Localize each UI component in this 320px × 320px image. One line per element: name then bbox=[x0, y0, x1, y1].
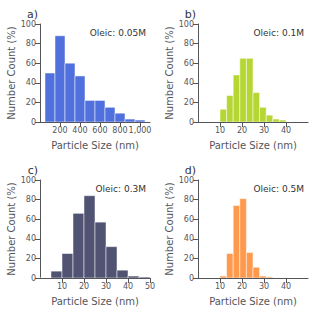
svg-text:40: 40 bbox=[281, 282, 291, 291]
svg-text:0: 0 bbox=[189, 274, 194, 283]
svg-text:800: 800 bbox=[112, 126, 127, 135]
svg-text:80: 80 bbox=[26, 39, 36, 48]
svg-text:10: 10 bbox=[57, 282, 67, 291]
svg-text:20: 20 bbox=[26, 98, 36, 107]
svg-text:40: 40 bbox=[26, 234, 36, 243]
svg-text:80: 80 bbox=[184, 195, 194, 204]
svg-text:c): c) bbox=[27, 164, 38, 177]
svg-text:20: 20 bbox=[237, 126, 247, 135]
svg-text:20: 20 bbox=[79, 282, 89, 291]
svg-text:0: 0 bbox=[31, 118, 36, 127]
svg-text:Number Count (%): Number Count (%) bbox=[6, 182, 17, 276]
svg-text:80: 80 bbox=[26, 195, 36, 204]
svg-text:30: 30 bbox=[101, 282, 111, 291]
svg-text:40: 40 bbox=[281, 126, 291, 135]
svg-text:10: 10 bbox=[215, 282, 225, 291]
svg-text:100: 100 bbox=[21, 20, 36, 29]
svg-text:20: 20 bbox=[237, 282, 247, 291]
svg-text:60: 60 bbox=[184, 59, 194, 68]
svg-text:100: 100 bbox=[179, 176, 194, 185]
svg-text:Particle Size (nm): Particle Size (nm) bbox=[51, 140, 139, 151]
svg-text:1,000: 1,000 bbox=[129, 126, 152, 135]
svg-text:Oleic: 0.3M: Oleic: 0.3M bbox=[95, 184, 146, 194]
svg-text:Number Count (%): Number Count (%) bbox=[164, 182, 175, 276]
svg-text:60: 60 bbox=[26, 59, 36, 68]
svg-text:100: 100 bbox=[21, 176, 36, 185]
svg-text:60: 60 bbox=[184, 215, 194, 224]
svg-text:40: 40 bbox=[184, 78, 194, 87]
svg-text:Oleic: 0.5M: Oleic: 0.5M bbox=[253, 184, 304, 194]
svg-text:Particle Size (nm): Particle Size (nm) bbox=[209, 140, 297, 151]
svg-text:Particle Size (nm): Particle Size (nm) bbox=[209, 296, 297, 307]
svg-text:Particle Size (nm): Particle Size (nm) bbox=[51, 296, 139, 307]
svg-text:b): b) bbox=[184, 8, 196, 21]
svg-text:40: 40 bbox=[184, 234, 194, 243]
svg-text:30: 30 bbox=[259, 126, 269, 135]
svg-text:40: 40 bbox=[26, 78, 36, 87]
svg-text:30: 30 bbox=[259, 282, 269, 291]
svg-text:0: 0 bbox=[189, 118, 194, 127]
svg-text:d): d) bbox=[184, 164, 196, 177]
svg-text:400: 400 bbox=[72, 126, 87, 135]
svg-text:20: 20 bbox=[184, 254, 194, 263]
svg-text:20: 20 bbox=[26, 254, 36, 263]
svg-text:600: 600 bbox=[92, 126, 107, 135]
svg-text:60: 60 bbox=[26, 215, 36, 224]
svg-text:Number Count (%): Number Count (%) bbox=[164, 26, 175, 120]
svg-text:40: 40 bbox=[123, 282, 133, 291]
svg-text:Number Count (%): Number Count (%) bbox=[6, 26, 17, 120]
svg-text:50: 50 bbox=[145, 282, 155, 291]
svg-text:Oleic: 0.05M: Oleic: 0.05M bbox=[90, 28, 146, 38]
svg-text:a): a) bbox=[27, 8, 38, 21]
svg-text:100: 100 bbox=[179, 20, 194, 29]
svg-text:0: 0 bbox=[31, 274, 36, 283]
svg-text:10: 10 bbox=[215, 126, 225, 135]
svg-text:20: 20 bbox=[184, 98, 194, 107]
svg-text:80: 80 bbox=[184, 39, 194, 48]
svg-text:Oleic: 0.1M: Oleic: 0.1M bbox=[253, 28, 304, 38]
svg-text:200: 200 bbox=[52, 126, 67, 135]
